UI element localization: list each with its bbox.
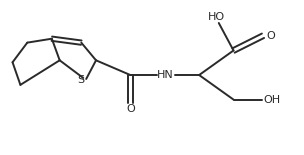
Text: HN: HN <box>156 70 173 80</box>
Text: O: O <box>267 31 275 41</box>
Text: S: S <box>78 75 85 85</box>
Text: OH: OH <box>263 95 280 105</box>
Text: HO: HO <box>208 12 225 22</box>
Text: O: O <box>126 104 135 114</box>
